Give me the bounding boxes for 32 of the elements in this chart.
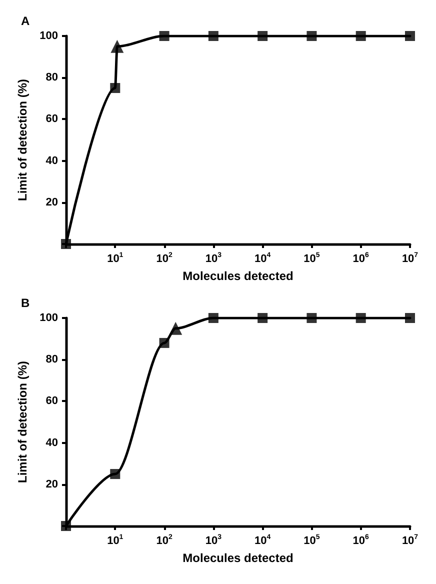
- point: [110, 469, 120, 479]
- y-tick-label: 80: [46, 72, 58, 84]
- point: [356, 313, 366, 323]
- chart-title: A: [21, 14, 30, 28]
- point: [258, 313, 268, 323]
- point: [208, 313, 218, 323]
- y-tick-label: 100: [40, 312, 58, 324]
- x-axis-title: Molecules detected: [182, 269, 294, 283]
- y-tick-label: 100: [40, 30, 58, 42]
- point: [405, 31, 415, 41]
- y-tick-label: 20: [46, 478, 58, 490]
- point: [405, 313, 415, 323]
- y-tick-label: 40: [46, 154, 58, 167]
- point: [356, 31, 366, 41]
- y-axis-title: Limit of detection (%): [16, 361, 30, 483]
- point: [258, 31, 268, 41]
- point: [306, 313, 317, 323]
- y-tick-label: 40: [46, 436, 58, 449]
- y-tick-label: 60: [46, 395, 58, 408]
- point: [159, 338, 170, 348]
- point: [208, 31, 218, 41]
- point: [159, 31, 170, 41]
- y-tick-label: 20: [46, 196, 58, 208]
- point: [61, 521, 71, 531]
- point: [306, 31, 317, 41]
- y-axis-title: Limit of detection (%): [16, 79, 30, 201]
- chart-title: B: [21, 296, 30, 310]
- y-tick-label: 60: [46, 113, 58, 126]
- x-axis-title: Molecules detected: [182, 551, 294, 565]
- point: [61, 239, 71, 249]
- point: [110, 83, 120, 93]
- y-tick-label: 80: [46, 354, 58, 366]
